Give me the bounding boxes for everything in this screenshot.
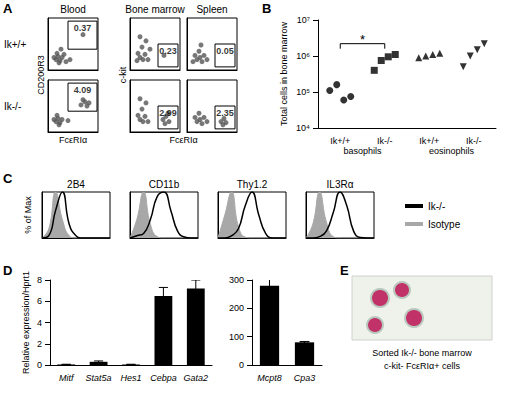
svg-text:200: 200 [229, 303, 244, 313]
svg-text:CD11b: CD11b [149, 179, 180, 190]
svg-text:2.35: 2.35 [216, 108, 234, 118]
svg-text:2B4: 2B4 [67, 179, 85, 190]
svg-text:0: 0 [239, 360, 244, 370]
svg-text:Ik-/-: Ik-/- [377, 136, 393, 146]
svg-text:CD200R3: CD200R3 [36, 55, 46, 95]
svg-text:FcεRIα: FcεRIα [169, 135, 197, 145]
svg-text:Ik-/-: Ik-/- [428, 201, 445, 212]
svg-text:0: 0 [37, 360, 42, 370]
svg-text:0.23: 0.23 [159, 46, 177, 56]
svg-text:10⁴: 10⁴ [296, 123, 310, 133]
svg-text:Gata2: Gata2 [184, 373, 209, 383]
svg-text:E: E [340, 263, 349, 278]
svg-text:Ik-/-: Ik-/- [4, 101, 21, 112]
svg-text:100: 100 [229, 332, 244, 342]
svg-text:eosinophils: eosinophils [429, 146, 475, 156]
svg-text:Relative expression/Hprt1: Relative expression/Hprt1 [21, 271, 31, 374]
svg-text:2.99: 2.99 [159, 108, 177, 118]
svg-text:Ik+/+: Ik+/+ [419, 136, 439, 146]
svg-text:Isotype: Isotype [428, 219, 461, 230]
svg-text:Spleen: Spleen [196, 4, 227, 15]
svg-text:c-kit: c-kit [118, 66, 128, 83]
svg-text:Cebpa: Cebpa [150, 373, 177, 383]
svg-text:Hes1: Hes1 [120, 373, 141, 383]
svg-text:*: * [360, 32, 365, 47]
svg-text:10⁶: 10⁶ [296, 51, 310, 61]
svg-text:IL3Rα: IL3Rα [327, 179, 354, 190]
svg-text:basophils: basophils [343, 146, 382, 156]
svg-text:Blood: Blood [60, 4, 86, 15]
svg-text:Stat5a: Stat5a [86, 373, 112, 383]
svg-text:8: 8 [37, 275, 42, 285]
svg-text:D: D [3, 263, 12, 278]
svg-text:Thy1.2: Thy1.2 [237, 179, 268, 190]
svg-text:Ik+/+: Ik+/+ [4, 39, 26, 50]
svg-text:Ik-/-: Ik-/- [466, 136, 482, 146]
svg-text:Bone marrow: Bone marrow [125, 4, 185, 15]
svg-text:A: A [3, 1, 13, 16]
svg-text:Sorted Ik-/- bone marrow: Sorted Ik-/- bone marrow [372, 348, 472, 358]
svg-text:10⁵: 10⁵ [296, 87, 310, 97]
svg-text:0.05: 0.05 [216, 46, 234, 56]
svg-text:B: B [262, 1, 271, 16]
svg-text:C: C [3, 171, 13, 186]
svg-text:4.09: 4.09 [74, 85, 92, 95]
svg-text:300: 300 [229, 275, 244, 285]
svg-text:10⁷: 10⁷ [297, 15, 310, 25]
svg-text:6: 6 [37, 296, 42, 306]
svg-text:c-kit- FcεRIα+ cells: c-kit- FcεRIα+ cells [384, 361, 460, 371]
svg-text:Ik+/+: Ik+/+ [330, 136, 350, 146]
svg-text:Mitf: Mitf [59, 373, 75, 383]
svg-text:0.37: 0.37 [74, 23, 92, 33]
svg-text:2: 2 [37, 339, 42, 349]
svg-text:FcεRIα: FcεRIα [59, 135, 87, 145]
svg-text:Cpa3: Cpa3 [294, 373, 316, 383]
svg-text:% of Max: % of Max [23, 196, 33, 234]
svg-text:Mcpt8: Mcpt8 [257, 373, 282, 383]
svg-text:Total cells in bone marrow: Total cells in bone marrow [279, 21, 289, 126]
svg-text:4: 4 [37, 318, 42, 328]
